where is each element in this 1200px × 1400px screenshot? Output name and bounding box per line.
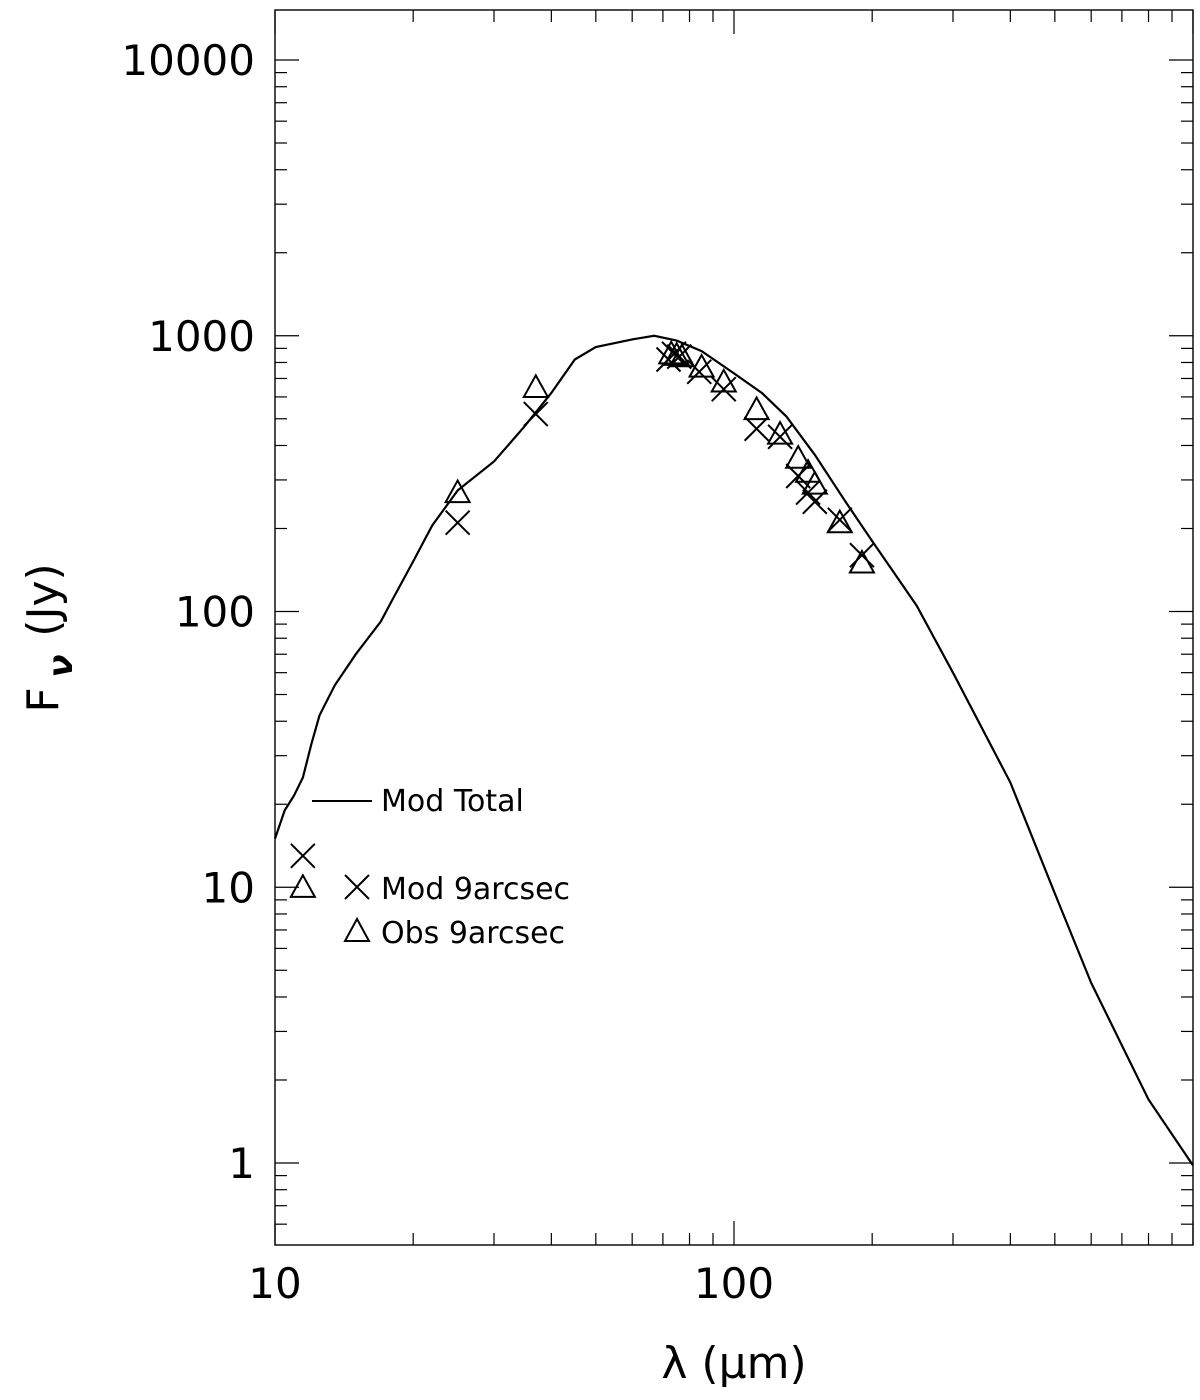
obs-9arcsec-point [766, 420, 794, 445]
legend-label-mod-total: Mod Total [381, 784, 524, 819]
legend-label-mod-9arcsec: Mod 9arcsec [381, 872, 570, 907]
legend-x-marker-icon [344, 874, 370, 900]
y-axis-title: F ν (Jy) [18, 563, 81, 712]
obs-9arcsec-point [522, 373, 550, 398]
y-axis-title-unit: (Jy) [18, 563, 69, 636]
obs-9arcsec-point [289, 873, 317, 898]
mod-9arcsec-point [711, 376, 737, 402]
obs-9arcsec-point [784, 444, 812, 469]
legend-label-obs-9arcsec: Obs 9arcsec [381, 916, 565, 951]
mod-9arcsec-point [686, 359, 712, 385]
y-axis-title-main: F [18, 687, 69, 712]
y-tick-label: 1 [228, 1139, 255, 1188]
y-axis-title-sub: ν [41, 654, 81, 677]
mod-9arcsec-point [444, 509, 471, 536]
obs-9arcsec-point [668, 342, 696, 368]
obs-9arcsec-point [794, 458, 822, 483]
obs-9arcsec-point [710, 367, 738, 393]
obs-9arcsec-point [801, 469, 829, 495]
y-tick-label: 10000 [121, 36, 255, 85]
plot-frame [274, 9, 1194, 1246]
y-tick-label: 10 [202, 863, 255, 912]
x-tick-label: 10 [248, 1259, 301, 1308]
obs-9arcsec-point [662, 341, 691, 366]
axis-ticks [274, 10, 1194, 1245]
x-tick-label: 100 [694, 1259, 774, 1308]
mod-9arcsec-point [523, 401, 549, 427]
series-line-mod-total [273, 334, 1194, 1167]
mod-9arcsec-point [827, 507, 853, 533]
mod-9arcsec-point [767, 424, 793, 450]
obs-9arcsec-point [742, 395, 771, 421]
mod-9arcsec-point [849, 542, 875, 568]
x-axis-title: λ (μm) [661, 1338, 806, 1389]
series-layer [273, 334, 1194, 1167]
obs-9arcsec-point [687, 352, 716, 378]
obs-9arcsec-point [443, 478, 472, 504]
legend-triangle-marker-icon [343, 916, 371, 942]
y-tick-label: 1000 [148, 312, 255, 361]
mod-9arcsec-point [290, 843, 316, 869]
legend: Mod Total Mod 9arcsec Obs 9arcsec [312, 784, 570, 951]
obs-9arcsec-point [826, 508, 854, 534]
axis-tick-labels: 10 100 1 10 100 1000 10000 [121, 36, 774, 1308]
obs-9arcsec-point [848, 548, 876, 574]
mod-9arcsec-point [743, 416, 770, 442]
y-tick-label: 100 [175, 588, 255, 637]
